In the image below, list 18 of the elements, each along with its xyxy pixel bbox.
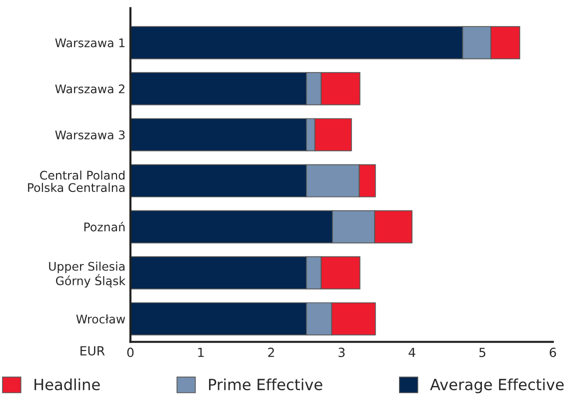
legend-label: Headline: [34, 378, 100, 390]
y-tick-label: Warszawa 2: [55, 84, 124, 94]
y-tick-label: Wrocław: [76, 314, 126, 324]
x-tick-label: 6: [550, 348, 556, 358]
x-tick-label: 3: [338, 348, 345, 358]
x-axis-title: EUR: [80, 346, 105, 356]
y-tick-label: Poznań: [84, 222, 125, 232]
y-tick-label: Central Poland Polska Centralna: [28, 170, 124, 192]
x-tick-label: 4: [408, 348, 416, 357]
y-tick-label: Warszawa 1: [55, 38, 124, 48]
x-tick-label: 1: [198, 348, 204, 357]
x-tick-label: 5: [479, 348, 486, 358]
legend-label: Prime Effective: [209, 378, 322, 390]
x-tick-label: 2: [268, 348, 274, 357]
x-tick-label: 0: [127, 348, 134, 358]
legend-label: Average Effective: [430, 378, 564, 394]
y-tick-label: Warszawa 3: [55, 130, 125, 140]
y-tick-label: Upper Silesia Górny Śląsk: [49, 262, 126, 288]
